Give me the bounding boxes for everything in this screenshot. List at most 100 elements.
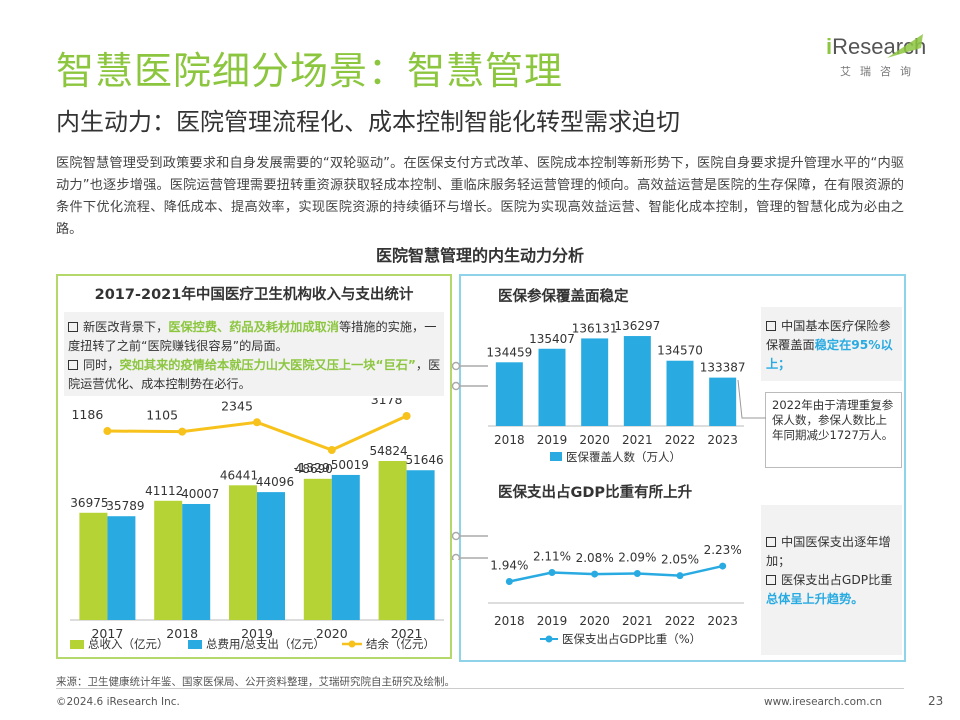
x-tick-2018: 2018 [166,626,198,641]
page-subtitle: 内生动力：医院管理流程化、成本控制智能化转型需求迫切 [56,108,680,136]
label-coverage-2023: 133387 [700,361,746,375]
label-gdp-2018: 1.94% [490,559,528,573]
left-panel-title: 2017-2021年中国医疗卫生机构收入与支出统计 [94,287,414,303]
coverage-callout: 2022年由于清理重复参保人数，参保人数比上年同期减少1727万人。 [765,392,902,468]
source-note: 来源：卫生健康统计年鉴、国家医保局、公开资料整理，艾瑞研究院自主研究及绘制。 [56,676,455,688]
label-coverage-2019: 135407 [529,332,575,346]
coverage-side-note-bg [761,307,902,381]
checkbox-square-icon [766,320,776,331]
bar-coverage-2018 [495,362,523,426]
x-tick-2021: 2021 [391,626,423,641]
logo-subtitle: 艾瑞咨询 [840,65,920,78]
legend-dot-balance [348,640,356,648]
right-panel-frame [459,274,906,662]
left-panel-frame [56,274,452,659]
label-coverage-2021: 136297 [614,319,660,333]
label-income-2017: 36975 [70,496,108,510]
balance-point-2017 [103,427,112,436]
gdp-note1-text: 中国医保支出逐年增加； [766,535,891,568]
legend-income: 总收入（亿元） [88,637,169,651]
gdp-point-2018 [505,578,513,586]
bar-coverage-2023 [709,377,737,426]
checkbox-square-icon [68,359,78,370]
coverage-chart: 134459 2018 135407 2019 136131 2020 136297 2021… [486,319,746,464]
logo-i: i [826,34,833,59]
bar-coverage-2022 [666,360,694,426]
x-tick-2022: 2022 [665,614,696,628]
gdp-line [509,564,723,583]
gdp-point-2020 [591,570,599,578]
label-balance-2021: 3178 [371,398,403,407]
checkbox-square-icon [766,536,776,547]
bar-income-2018 [154,500,183,620]
copyright: ©2024.6 iResearch Inc. [56,696,180,708]
left-panel-note [64,312,444,396]
gdp-point-2023 [719,562,727,570]
label-expense-2021: 51646 [406,453,444,467]
bar-coverage-2020 [581,338,609,426]
label-expense-2018: 40007 [181,487,219,501]
x-tick-2019: 2019 [537,433,568,447]
panel-connectors [451,361,488,560]
gdp-point-2022 [676,572,684,580]
label-gdp-2020: 2.08% [576,551,614,565]
bar-expense-2021 [406,470,435,620]
balance-point-2018 [178,427,187,436]
legend-swatch-income [70,640,84,649]
gdp-note2-highlight: 总体呈上升趋势。 [766,592,864,606]
x-tick-2018: 2018 [494,433,525,447]
note1-text-a: 新医改背景下， [83,320,169,334]
intro-paragraph: 医院智慧管理受到政策要求和自身发展需要的“双轮驱动”。在医保支付方式改革、医院成… [56,156,904,237]
legend-expense: 总费用/总支出（亿元） [206,637,325,651]
x-tick-2021: 2021 [622,433,653,447]
left-note-item-1: 新医改背景下，医保控费、药品及耗材加成取消等措施的实施，一度扭转了之前“医院赚钱… [68,318,444,356]
label-gdp-2019: 2.11% [533,549,571,563]
x-tick-2019: 2019 [537,614,568,628]
coverage-note-highlight: 稳定在95%以上； [766,338,893,371]
label-expense-2020: 50019 [331,458,369,472]
bar-coverage-2021 [623,336,651,426]
bar-coverage-2019 [538,348,566,426]
x-tick-2020: 2020 [579,433,610,447]
gdp-share-chart: 1.94% 2018 2.11% 2019 2.08% 2020 2.09% 2021 2.05… [488,543,744,646]
gdp-note2-text: 医保支出占GDP比重 [781,573,893,587]
label-balance-2019: 2345 [221,398,253,413]
legend-balance: 结余（亿元） [366,637,435,651]
x-tick-2020: 2020 [579,614,610,628]
note2-text-a: 同时， [83,358,120,372]
page-number: 23 [928,694,944,708]
coverage-chart-title: 医保参保覆盖面稳定 [498,289,629,305]
website-link[interactable]: www.iresearch.com.cn [764,696,883,708]
label-expense-2017: 35789 [106,499,144,513]
left-note-text: 新医改背景下，医保控费、药品及耗材加成取消等措施的实施，一度扭转了之前“医院赚钱… [68,318,444,394]
label-expense-2019: 44096 [256,475,294,489]
x-tick-2020: 2020 [316,626,348,641]
label-income-2018: 41112 [145,484,183,498]
bar-expense-2018 [182,503,211,620]
coverage-note-text: 中国基本医疗保险参保覆盖面 [766,319,891,352]
label-income-2020: 48690 [295,462,333,476]
label-coverage-2022: 134570 [657,344,703,358]
bar-income-2017 [79,512,108,620]
balance-point-2021 [402,412,411,420]
label-balance-2017: 1186 [71,407,103,422]
bar-income-2021 [378,461,407,620]
balance-point-2019 [253,418,261,427]
label-balance-2018: 1105 [146,408,178,423]
legend-swatch-coverage [550,452,562,461]
label-gdp-2023: 2.23% [704,543,742,557]
iresearch-logo: iResearch [826,34,926,60]
label-gdp-2022: 2.05% [661,553,699,567]
label-balance-2020: -1329 [294,460,330,475]
note2-highlight: 突如其来的疫情给本就压力山大医院又压上一块“巨石” [119,358,416,372]
gdp-point-2021 [633,570,641,578]
bar-income-2019 [229,485,257,620]
bar-expense-2019 [257,492,285,620]
x-tick-2023: 2023 [707,433,738,447]
callout-pointer [737,379,766,419]
gdp-point-2019 [548,568,556,576]
x-tick-2019: 2019 [241,626,273,641]
legend-gdp: 医保支出占GDP比重（%） [562,632,701,646]
label-coverage-2018: 134459 [486,345,532,359]
